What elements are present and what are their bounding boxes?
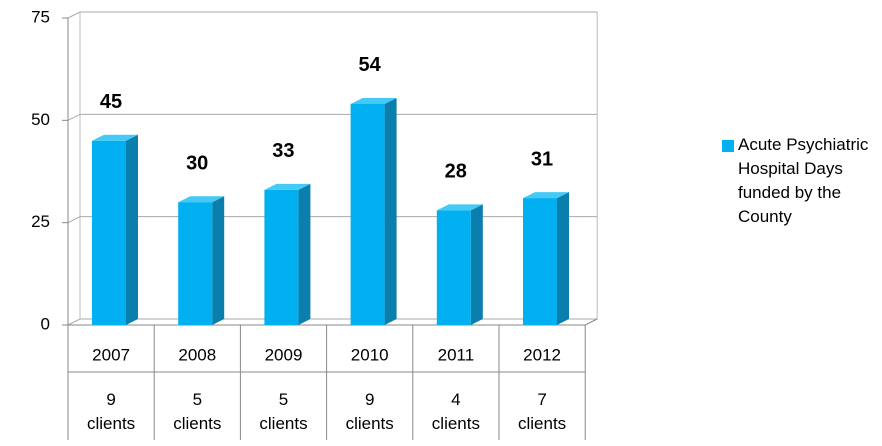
bar-top (92, 134, 138, 141)
bar-top (178, 196, 225, 203)
bar-side (384, 97, 397, 326)
category-note: 9 clients (345, 390, 394, 433)
bar-top (264, 183, 311, 190)
y-tick-label: 25 (31, 212, 50, 231)
data-label: 28 (445, 161, 467, 183)
y-tick-label: 75 (31, 7, 50, 26)
bar (436, 210, 471, 325)
category-note: 5 clients (259, 390, 308, 433)
bar (92, 140, 126, 325)
bar-top (350, 97, 397, 104)
grid-line (67, 216, 598, 224)
category-note: 7 clients (518, 390, 567, 433)
category-note: 9 clients (87, 390, 136, 433)
x-tick-label: 2008 (178, 345, 216, 364)
category-note: 4 clients (431, 390, 480, 433)
data-label: 30 (186, 152, 208, 174)
bar-side (126, 134, 138, 325)
x-tick-label: 2011 (438, 345, 475, 364)
data-label: 33 (272, 140, 294, 162)
x-tick-label: 2009 (265, 345, 303, 364)
category-note: 5 clients (173, 390, 222, 433)
legend-swatch (722, 140, 734, 152)
x-tick-label: 2007 (92, 345, 130, 364)
floor (68, 318, 598, 326)
bar (178, 202, 213, 325)
grid-line (67, 318, 598, 326)
bar-side (557, 192, 569, 325)
bar (350, 103, 385, 326)
grid-line (67, 11, 598, 19)
data-label: 45 (100, 91, 122, 113)
y-tick-label: 0 (41, 314, 50, 333)
bar-top (436, 204, 483, 211)
data-label: 31 (531, 148, 553, 170)
grid-line (67, 113, 598, 121)
legend-label: Acute Psychiatric Hospital Days funded b… (738, 135, 869, 226)
y-tick-label: 50 (31, 110, 50, 129)
x-tick-label: 2010 (351, 345, 389, 364)
bar-side (298, 183, 311, 325)
bar (523, 198, 557, 325)
x-tick-label: 2012 (523, 345, 561, 364)
bar (264, 189, 299, 325)
bar-side (470, 204, 483, 325)
bar-top (523, 192, 569, 199)
bar-side (212, 196, 225, 325)
data-label: 54 (358, 54, 381, 76)
